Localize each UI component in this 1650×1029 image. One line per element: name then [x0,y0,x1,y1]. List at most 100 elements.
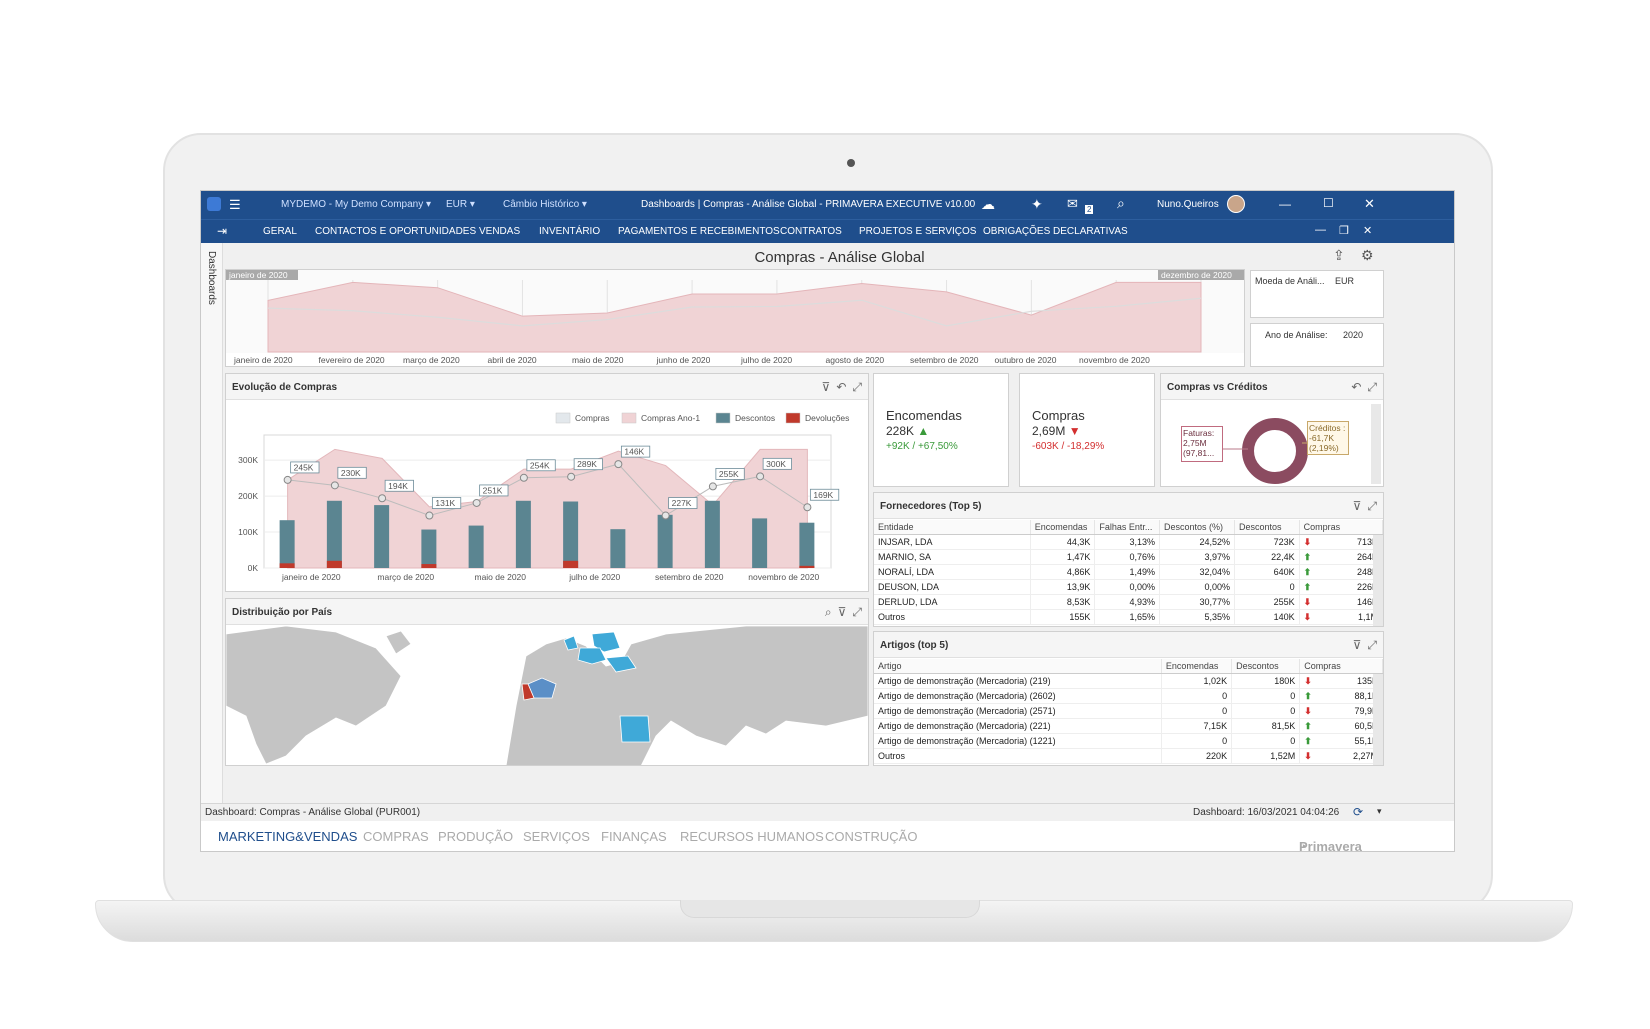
bar-descontos[interactable] [421,529,437,568]
module-producao[interactable]: PRODUÇÃO [438,829,514,844]
year-parameter[interactable]: Ano de Análise: 2020 [1250,323,1384,367]
table-row[interactable]: INJSAR, LDA 44,3K 3,13% 24,52% 723K ⬇ 713K [874,534,1383,550]
clear-filter-icon[interactable]: ⊽ [1352,638,1362,652]
maximize-icon[interactable]: ⤢ [1367,380,1377,394]
menu-item-contratos[interactable]: CONTRATOS [780,226,842,237]
table-row[interactable]: DERLUD, LDA 8,53K 4,93% 30,77% 255K ⬇ 146K [874,594,1383,610]
column-header[interactable]: Compras [1299,520,1383,535]
bar-devolucoes[interactable] [799,565,815,568]
doc-close-icon[interactable]: ✕ [1363,225,1373,237]
map-poland[interactable] [591,631,621,653]
bar-descontos[interactable] [799,522,815,568]
hamburger-menu-icon[interactable]: ☰ [229,197,241,212]
column-header[interactable]: Artigo [874,659,1162,674]
legend-label[interactable]: Descontos [735,413,775,423]
column-header[interactable]: Descontos [1231,659,1301,674]
bar-descontos[interactable] [279,520,295,568]
doc-restore-icon[interactable]: ❐ [1339,225,1349,237]
point-compras[interactable] [425,511,434,520]
bar-descontos[interactable] [515,500,531,568]
menu-item-contactos[interactable]: CONTACTOS E OPORTUNIDADES [315,226,477,237]
bar-devolucoes[interactable] [421,564,437,568]
user-name[interactable]: Nuno.Queiros [1157,199,1219,210]
map-egypt[interactable] [619,715,651,743]
legend-swatch[interactable] [715,412,731,424]
table-row[interactable]: MARNIO, SA 1,47K 0,76% 3,97% 22,4K ⬆ 264K [874,549,1383,565]
compras-kpi[interactable]: Compras 2,69M ▼ -603K / -18,29% [1019,373,1155,487]
point-compras[interactable] [330,481,339,490]
column-header[interactable]: Compras [1299,659,1383,674]
legend-swatch[interactable] [621,412,637,424]
range-selector[interactable]: janeiro de 2020 dezembro de 2020 janeiro… [225,269,1245,367]
module-marketing-vendas[interactable]: MARKETING&VENDAS [218,829,358,844]
menu-item-vendas[interactable]: VENDAS [479,226,521,237]
column-header[interactable]: Encomendas [1161,659,1233,674]
settings-icon[interactable]: ⚙ [1361,247,1374,263]
map-portugal[interactable] [521,683,535,701]
undo-icon[interactable]: ↶ [1351,380,1362,394]
maximize-icon[interactable]: ⤢ [1367,638,1377,652]
encomendas-kpi[interactable]: Encomendas 228K ▲ +92K / +67,50% [873,373,1009,487]
column-header[interactable]: Descontos [1234,520,1300,535]
range-end-handle[interactable] [1158,270,1244,280]
module-compras[interactable]: COMPRAS [363,829,429,844]
point-compras[interactable] [614,460,623,469]
legend-swatch[interactable] [555,412,571,424]
point-compras[interactable] [567,472,576,481]
bar-descontos[interactable] [610,529,626,568]
bar-descontos[interactable] [374,505,390,568]
point-compras[interactable] [472,498,481,507]
doc-minimize-icon[interactable]: — [1315,224,1326,236]
bar-descontos[interactable] [657,514,673,568]
legend-label[interactable]: Devoluções [805,413,849,423]
maximize-window-icon[interactable]: ☐ [1323,196,1334,210]
table-row[interactable]: DEUSON, LDA 13,9K 0,00% 0,00% 0 ⬆ 226K [874,579,1383,595]
artigos-scrollbar[interactable] [1373,674,1383,765]
map-germany[interactable] [577,647,607,665]
zoom-icon[interactable]: ⌕ [824,605,832,619]
bar-descontos[interactable] [752,518,768,568]
user-avatar[interactable] [1227,195,1245,213]
currency-selector[interactable]: EUR ▾ [446,199,475,210]
currency-parameter[interactable]: Moeda de Análi... EUR [1250,270,1384,318]
donut-faturas-slice[interactable] [1242,418,1308,484]
clear-filter-icon[interactable]: ⊽ [1352,499,1362,513]
table-row[interactable]: Artigo de demonstração (Mercadoria) (257… [874,703,1383,719]
maximize-icon[interactable]: ⤢ [852,380,862,394]
map-north-america[interactable] [226,626,402,765]
cloud-icon[interactable]: ☁ [981,196,995,212]
column-header[interactable]: Encomendas [1030,520,1096,535]
bar-descontos[interactable] [326,500,342,568]
column-header[interactable]: Descontos (%) [1159,520,1236,535]
menu-item-geral[interactable]: GERAL [263,226,297,237]
module-servicos[interactable]: SERVIÇOS [523,829,590,844]
messages-icon[interactable]: ✉ [1067,196,1078,211]
exchange-selector[interactable]: Câmbio Histórico ▾ [503,199,587,210]
clear-filter-icon[interactable]: ⊽ [837,605,847,619]
module-financas[interactable]: FINANÇAS [601,829,667,844]
creditos-scrollbar[interactable] [1371,404,1381,484]
module-recursos-humanos[interactable]: RECURSOS HUMANOS [680,829,824,844]
map-greenland[interactable] [385,630,412,655]
menu-item-obrigacoes[interactable]: OBRIGAÇÕES DECLARATIVAS [983,226,1128,237]
module-construcao[interactable]: CONSTRUÇÃO [825,829,918,844]
map-hungary[interactable] [605,655,637,673]
map-netherlands[interactable] [563,635,579,651]
legend-label[interactable]: Compras [575,413,609,423]
point-compras[interactable] [803,503,812,512]
table-row[interactable]: Artigo de demonstração (Mercadoria) (260… [874,688,1383,704]
table-row[interactable]: Artigo de demonstração (Mercadoria) (221… [874,718,1383,734]
menu-item-pagamentos[interactable]: PAGAMENTOS E RECEBIMENTOS [618,226,780,237]
status-dropdown-icon[interactable]: ▾ [1377,806,1382,816]
table-row[interactable]: Outros 220K 1,52M ⬇ 2,27M [874,748,1383,764]
network-icon[interactable]: ✦ [1031,196,1043,212]
column-header[interactable]: Entidade [874,520,1031,535]
clear-filter-icon[interactable]: ⊽ [821,380,831,394]
close-window-icon[interactable]: ✕ [1364,196,1375,211]
world-map[interactable] [226,626,868,766]
legend-label[interactable]: Compras Ano-1 [641,413,700,423]
point-compras[interactable] [378,494,387,503]
search-icon[interactable]: ⌕ [1117,195,1125,211]
point-compras[interactable] [756,472,765,481]
menu-item-projetos[interactable]: PROJETOS E SERVIÇOS [859,226,977,237]
